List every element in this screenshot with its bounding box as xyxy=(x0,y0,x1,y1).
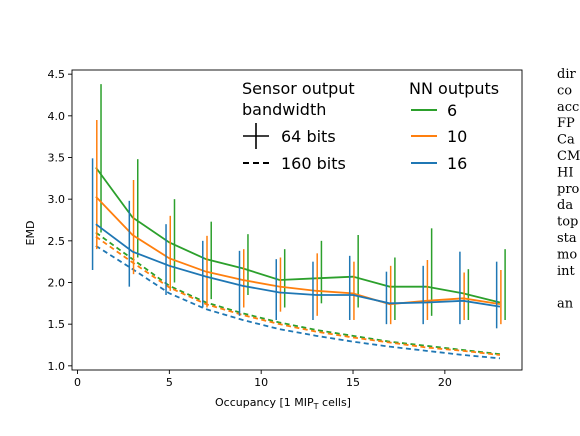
y-tick-label: 1.5 xyxy=(48,318,66,331)
series-line-10-160bits xyxy=(95,235,501,356)
side-text-line: dir xyxy=(557,67,576,82)
legend-nn-title: NN outputs xyxy=(409,79,499,98)
plot-frame xyxy=(71,69,523,371)
legend-bandwidth-160: 160 bits xyxy=(281,154,346,173)
side-text-line: HI xyxy=(557,165,573,180)
side-text-line: acc xyxy=(557,100,579,115)
series-line-10-64bits xyxy=(95,196,501,306)
legend-bandwidth-title-line2: bandwidth xyxy=(242,100,326,119)
side-text-line: FP xyxy=(557,116,575,131)
y-axis-label: EMD xyxy=(24,221,37,246)
series-line-16-64bits xyxy=(95,223,501,308)
y-tick-label: 2.0 xyxy=(48,277,66,290)
legend-bandwidth-title-line1: Sensor output xyxy=(242,79,355,98)
x-tick-label: 0 xyxy=(74,376,81,389)
side-text-line: mo xyxy=(557,247,577,262)
legend-bandwidth: Sensor output bandwidth 64 bits 160 bits xyxy=(242,79,355,173)
legend-label-10: 10 xyxy=(447,127,467,146)
legend-bandwidth-64: 64 bits xyxy=(281,127,336,146)
legend-nn-outputs: NN outputs 6 10 16 xyxy=(409,79,499,173)
side-text-line: da xyxy=(557,198,573,213)
y-tick-label: 4.5 xyxy=(48,68,66,81)
side-text-line: co xyxy=(557,83,572,98)
y-tick-label: 3.0 xyxy=(48,193,66,206)
x-axis-label: Occupancy [1 MIPT cells] xyxy=(215,396,351,411)
side-text-line: sta xyxy=(557,231,577,246)
side-text-line: Ca xyxy=(557,133,575,148)
side-text-line: pro xyxy=(557,182,580,197)
x-tick-label: 15 xyxy=(346,376,360,389)
y-tick-label: 3.5 xyxy=(48,152,66,165)
axes: 0 5 10 15 20 1.0 1.5 2.0 2.5 3.0 3.5 4.0 4.5 xyxy=(48,68,523,389)
x-tick-label: 10 xyxy=(254,376,268,389)
y-tick-label: 2.5 xyxy=(48,235,66,248)
legend-label-16: 16 xyxy=(447,154,467,173)
x-tick-label: 20 xyxy=(438,376,452,389)
legend-label-6: 6 xyxy=(447,101,457,120)
side-text-line: int xyxy=(557,264,576,279)
side-text-line: CM xyxy=(557,149,580,164)
side-text-line: an xyxy=(557,297,574,312)
legend-solid-marker xyxy=(243,123,269,149)
y-tick-label: 1.0 xyxy=(48,360,66,373)
side-text-line: top xyxy=(557,215,578,230)
x-tick-label: 5 xyxy=(166,376,173,389)
series-line-6-64bits xyxy=(95,166,501,304)
series-layer xyxy=(91,84,506,360)
y-tick-label: 4.0 xyxy=(48,110,66,123)
series-line-16-160bits xyxy=(95,245,501,360)
